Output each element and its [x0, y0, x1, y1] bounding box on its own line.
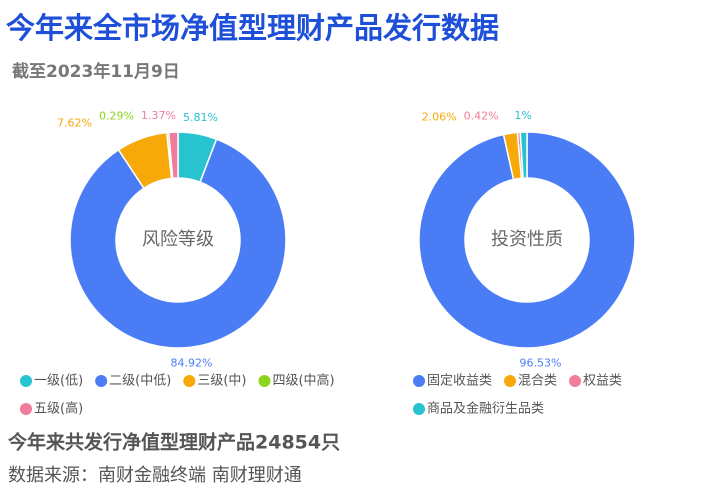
legend-marker: [413, 403, 425, 415]
data-label: 1%: [514, 109, 531, 122]
legend-label: 权益类: [583, 373, 622, 389]
data-label: 2.06%: [422, 110, 457, 123]
slice: [418, 131, 636, 349]
legend-marker: [569, 375, 582, 387]
data-label: 0.42%: [464, 109, 499, 122]
legend-label: 四级(中高): [272, 373, 334, 389]
legend-marker: [95, 375, 108, 387]
legend-marker: [258, 375, 271, 387]
center-label: 投资性质: [491, 229, 563, 250]
legend-marker: [413, 375, 425, 387]
legend-label: 固定收益类: [427, 374, 492, 389]
data-label: 5.81%: [183, 111, 218, 124]
title: 今年来全市场净值型理财产品发行数据: [6, 11, 499, 45]
data-label: 96.53%: [520, 356, 562, 369]
legend-label: 二级(中低): [109, 374, 171, 389]
slice: [519, 131, 528, 179]
data-label: 1.37%: [141, 109, 176, 122]
slice: [167, 131, 179, 180]
legend-label: 三级(中): [197, 374, 246, 389]
center-label: 风险等级: [142, 229, 214, 250]
legend-label: 混合类: [518, 374, 557, 389]
source: 数据来源：南财金融终端 南财理财通: [8, 465, 302, 486]
legend-marker: [20, 375, 32, 387]
legend-marker: [183, 375, 196, 387]
legend-marker: [504, 375, 517, 387]
legend-label: 五级(高): [34, 401, 83, 417]
data-label: 84.92%: [171, 356, 213, 369]
legend-label: 一级(低): [34, 374, 83, 389]
slice: [69, 138, 287, 349]
summary: 今年来共发行净值型理财产品24854只: [7, 431, 340, 454]
data-label: 0.29%: [99, 110, 134, 123]
legend-label: 商品及金融衍生品类: [427, 401, 544, 417]
data-label: 7.62%: [57, 116, 92, 129]
legend-marker: [20, 403, 32, 415]
subtitle: 截至2023年11月9日: [12, 61, 180, 82]
